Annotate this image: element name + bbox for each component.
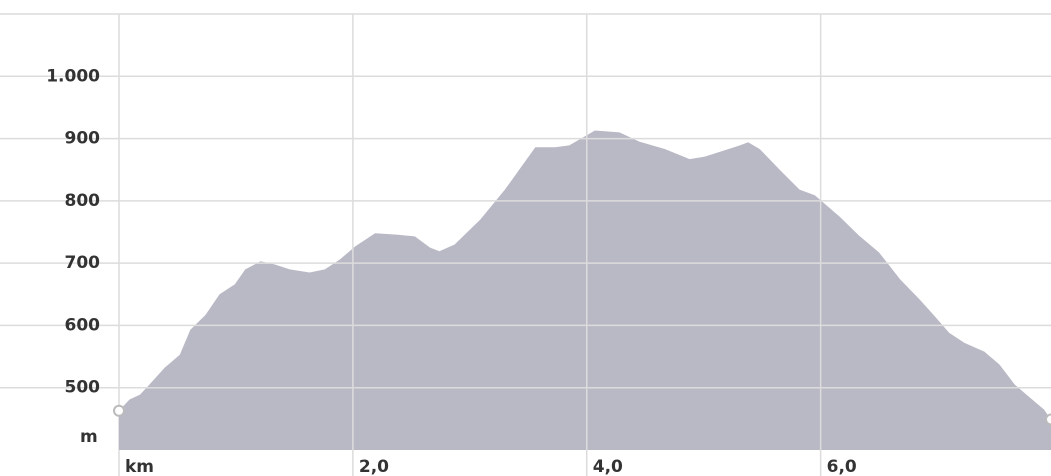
y-tick-label: 800 — [65, 191, 101, 211]
y-tick-label: 700 — [65, 253, 101, 273]
end-point — [113, 404, 125, 417]
y-tick-label: 600 — [65, 315, 101, 335]
y-axis-label: m — [80, 427, 98, 447]
x-tick-label: 2,0 — [359, 457, 389, 476]
end-point — [1045, 413, 1051, 426]
x-axis-label: km — [125, 457, 154, 476]
elevation-area — [119, 130, 1051, 450]
y-tick-label: 1.000 — [46, 66, 100, 86]
x-tick-label: 4,0 — [593, 457, 623, 476]
x-tick-label: 6,0 — [827, 457, 857, 476]
y-tick-label: 500 — [65, 378, 101, 398]
y-tick-label: 900 — [65, 129, 101, 149]
